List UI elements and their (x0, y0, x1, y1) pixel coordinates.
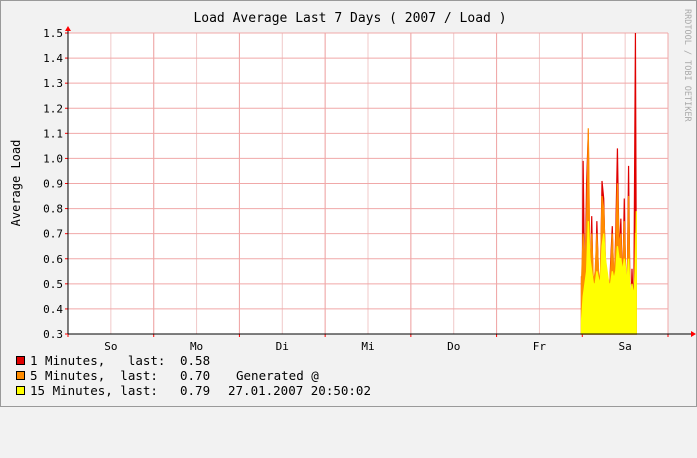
legend: 1 Minutes, last: 0.58 5 Minutes, last: 0… (16, 353, 210, 398)
x-axis-arrow (691, 331, 696, 337)
generated-label: Generated @ (236, 368, 319, 383)
y-axis-label: Average Load (9, 140, 23, 227)
x-tick-label: So (104, 340, 117, 353)
legend-swatch-5min (16, 371, 25, 380)
legend-value-1min: 0.58 (180, 353, 211, 368)
x-tick-label: Di (276, 340, 289, 353)
generated-date: 27.01.2007 20:50:02 (228, 383, 371, 398)
legend-value-15min: 0.79 (180, 383, 211, 398)
y-tick-label: 0.5 (43, 278, 63, 291)
y-tick-label: 0.3 (43, 328, 63, 341)
y-tick-label: 1.2 (43, 102, 63, 115)
legend-label-15min: 15 Minutes, last: (30, 383, 158, 398)
y-tick-label: 1.1 (43, 127, 63, 140)
watermark: RRDTOOL / TOBI OETIKER (682, 9, 692, 122)
legend-value-5min: 0.70 (180, 368, 211, 383)
series-15-minutes (580, 211, 637, 335)
y-tick-label: 0.9 (43, 178, 63, 191)
legend-label-5min: 5 Minutes, last: (30, 368, 158, 383)
chart-frame: 0.3 0.4 0.5 0.6 0.7 0.8 0.9 1.0 1.1 1.2 1.3 1.4 1.5 S… (0, 0, 697, 407)
x-tick-label: Mi (361, 340, 374, 353)
y-tick-label: 0.6 (43, 253, 63, 266)
y-tick-label: 0.4 (43, 303, 63, 316)
y-axis-arrow (65, 26, 71, 31)
legend-label-1min: 1 Minutes, last: (30, 353, 166, 368)
y-tick-label: 0.7 (43, 228, 63, 241)
legend-swatch-15min (16, 386, 25, 395)
legend-swatch-1min (16, 356, 25, 365)
y-tick-label: 0.8 (43, 203, 63, 216)
y-tick-label: 1.4 (43, 52, 63, 65)
chart-title: Load Average Last 7 Days ( 2007 / Load ) (193, 11, 506, 26)
legend-row: 1 Minutes, last: 0.58 (16, 353, 210, 368)
y-tick-label: 1.5 (43, 27, 63, 40)
x-tick-label: Do (447, 340, 460, 353)
legend-row: 5 Minutes, last: 0.70 (16, 368, 210, 383)
y-tick-label: 1.0 (43, 152, 63, 165)
x-tick-label: Mo (190, 340, 203, 353)
legend-row: 15 Minutes, last: 0.79 (16, 383, 210, 398)
y-tick-label: 1.3 (43, 77, 63, 90)
load-average-chart: 0.3 0.4 0.5 0.6 0.7 0.8 0.9 1.0 1.1 1.2 1.3 1.4 1.5 S… (9, 9, 696, 353)
x-tick-label: Sa (619, 340, 632, 353)
x-tick-label: Fr (533, 340, 547, 353)
